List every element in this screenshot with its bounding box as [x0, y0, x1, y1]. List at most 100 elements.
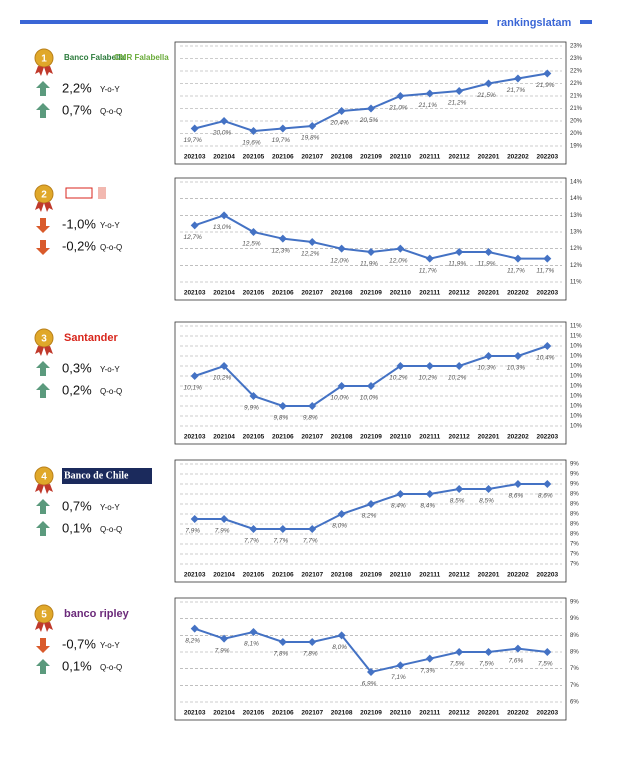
- data-label: 10,1%: [183, 385, 202, 392]
- medal-rank: 1: [41, 54, 47, 65]
- data-label: 9,8%: [273, 415, 288, 422]
- yoy-label: Y-o-Y: [100, 221, 120, 230]
- x-tick-label: 202112: [448, 290, 470, 297]
- x-tick-label: 202112: [448, 434, 470, 441]
- x-tick-label: 202109: [360, 154, 382, 161]
- medal-ribbon: [35, 346, 53, 356]
- marker: [396, 244, 405, 253]
- chart-frame: [174, 459, 567, 583]
- x-tick-label: 202203: [536, 572, 558, 579]
- data-label: 19,8%: [301, 135, 320, 142]
- data-label: 7,3%: [420, 667, 435, 674]
- data-label: 10,3%: [477, 365, 496, 372]
- marker: [220, 515, 229, 523]
- x-tick-label: 202104: [213, 710, 235, 717]
- x-tick-label: 202106: [272, 154, 294, 161]
- data-label: 21,1%: [418, 102, 438, 109]
- chart-frame: [174, 321, 567, 445]
- arrow-down: [36, 218, 50, 233]
- marker: [308, 122, 317, 130]
- marker: [190, 372, 199, 380]
- y-tick-label: 8%: [570, 532, 579, 538]
- x-tick-label: 202110: [390, 710, 412, 717]
- yoy-value: 0,3%: [62, 360, 92, 375]
- marker: [455, 362, 464, 370]
- arrow-up: [36, 521, 50, 536]
- data-label: 11,7%: [419, 267, 437, 274]
- y-tick-label: 10%: [570, 374, 583, 380]
- x-tick-label: 202103: [184, 572, 206, 579]
- data-label: 12,3%: [272, 247, 291, 254]
- yoy-label: Y-o-Y: [100, 85, 120, 94]
- y-tick-label: 9%: [570, 616, 579, 622]
- data-label: 7,6%: [509, 657, 524, 664]
- marker: [308, 238, 317, 246]
- x-tick-label: 202103: [184, 154, 206, 161]
- y-tick-label: 13%: [570, 230, 583, 236]
- y-tick-label: 10%: [570, 364, 583, 370]
- x-tick-label: 202111: [419, 572, 440, 579]
- marker: [337, 244, 346, 253]
- chart-frame: [174, 597, 567, 721]
- y-tick-label: 14%: [570, 180, 583, 186]
- marker: [396, 362, 405, 370]
- x-tick-label: 202203: [536, 290, 558, 297]
- medal-ribbon: [35, 66, 53, 76]
- header-bar: [20, 20, 488, 24]
- x-tick-label: 202201: [478, 710, 500, 717]
- arrow-up: [36, 103, 50, 118]
- x-tick-label: 202202: [507, 572, 529, 579]
- x-tick-label: 202104: [213, 290, 235, 297]
- yoy-label: Y-o-Y: [100, 641, 120, 650]
- data-label: 8,1%: [244, 641, 259, 648]
- logo-bg: [62, 468, 152, 484]
- x-tick-label: 202105: [243, 290, 265, 297]
- data-label: 10,2%: [448, 375, 467, 382]
- chart-frame: [174, 177, 567, 301]
- marker: [249, 628, 258, 636]
- data-label: 7,8%: [273, 651, 288, 658]
- marker: [484, 648, 493, 656]
- x-tick-label: 202106: [272, 434, 294, 441]
- x-tick-label: 202107: [301, 710, 323, 717]
- data-label: 11,7%: [507, 267, 525, 274]
- data-label: 7,5%: [479, 661, 494, 668]
- y-tick-label: 7%: [570, 683, 579, 689]
- data-label: 10,0%: [360, 395, 379, 402]
- data-label: 8,5%: [450, 498, 465, 505]
- marker: [513, 644, 522, 653]
- y-tick-label: 14%: [570, 196, 583, 202]
- marker: [513, 74, 522, 83]
- data-label: 9,8%: [303, 415, 318, 422]
- marker: [308, 402, 317, 410]
- marker: [425, 89, 434, 98]
- data-label: 8,2%: [185, 637, 200, 644]
- data-label: 7,5%: [538, 661, 553, 668]
- marker: [396, 661, 405, 670]
- y-tick-label: 9%: [570, 462, 579, 468]
- x-tick-label: 202201: [478, 572, 500, 579]
- data-label: 12,2%: [301, 251, 320, 258]
- marker: [249, 228, 258, 236]
- x-tick-label: 202103: [184, 434, 206, 441]
- y-tick-label: 11%: [570, 324, 582, 330]
- y-tick-label: 8%: [570, 512, 579, 518]
- data-label: 9,9%: [244, 405, 259, 412]
- x-tick-label: 202105: [243, 710, 265, 717]
- y-tick-label: 10%: [570, 414, 583, 420]
- y-tick-label: 7%: [570, 542, 579, 548]
- marker: [190, 624, 199, 633]
- x-tick-label: 202110: [390, 154, 412, 161]
- yoy-label: Y-o-Y: [100, 503, 120, 512]
- y-tick-label: 8%: [570, 492, 579, 498]
- y-tick-label: 10%: [570, 394, 583, 400]
- y-tick-label: 10%: [570, 344, 583, 350]
- medal-rank: 5: [41, 610, 47, 621]
- data-label: 8,6%: [538, 493, 553, 500]
- marker: [190, 515, 199, 523]
- x-tick-label: 202112: [448, 710, 470, 717]
- data-label: 11,9%: [478, 261, 496, 268]
- y-tick-label: 8%: [570, 650, 579, 656]
- marker: [543, 342, 552, 350]
- marker: [190, 221, 199, 230]
